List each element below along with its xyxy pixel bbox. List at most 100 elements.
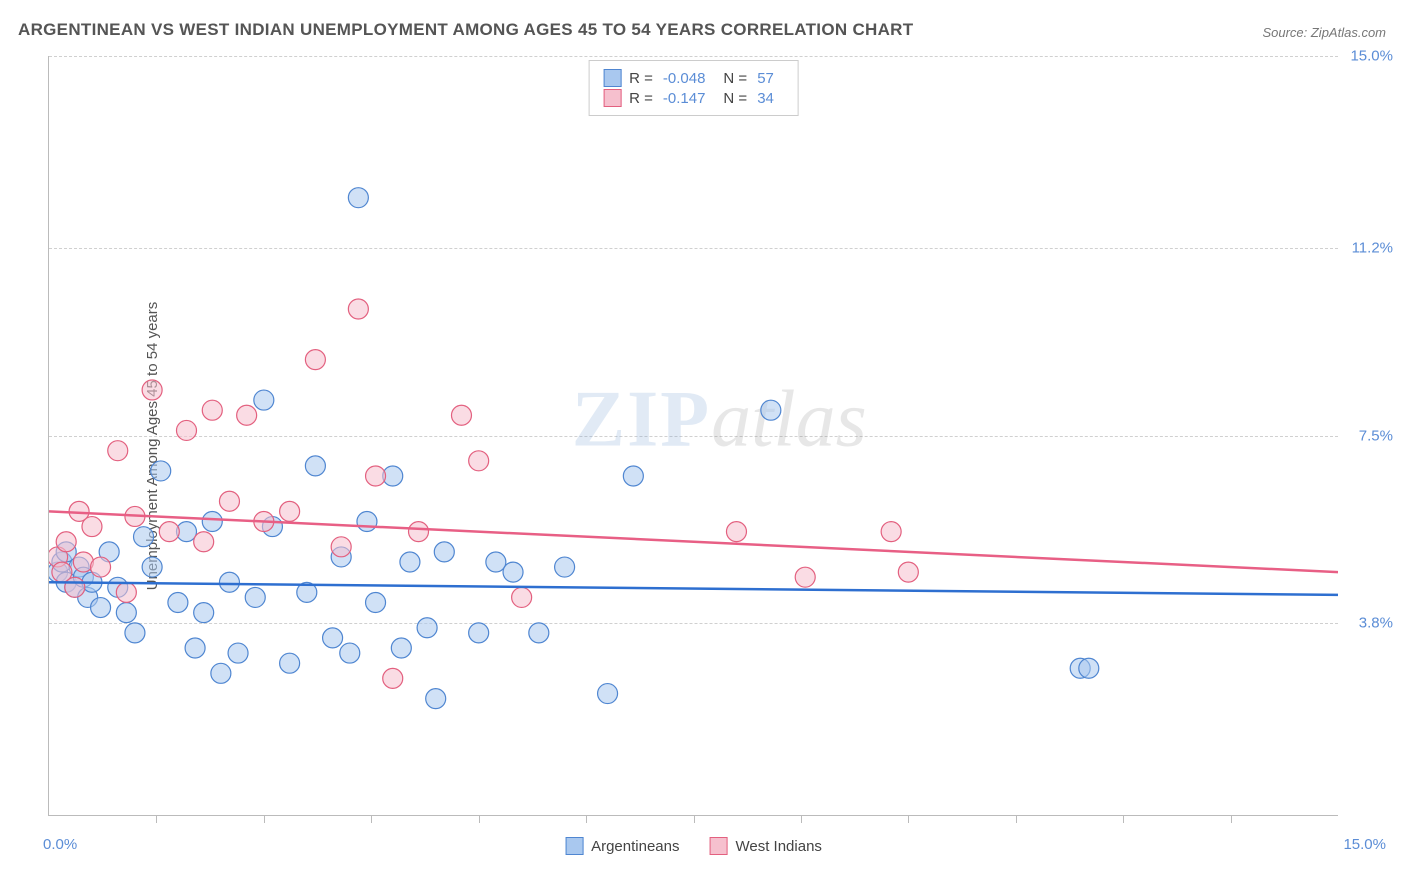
source-attribution: Source: ZipAtlas.com bbox=[1262, 25, 1386, 40]
data-point bbox=[529, 623, 549, 643]
data-point bbox=[237, 405, 257, 425]
legend-bottom: Argentineans West Indians bbox=[565, 837, 822, 855]
xtick bbox=[1016, 815, 1017, 823]
data-point bbox=[400, 552, 420, 572]
data-point bbox=[108, 441, 128, 461]
data-point bbox=[91, 557, 111, 577]
data-point bbox=[503, 562, 523, 582]
ytick-label: 15.0% bbox=[1350, 48, 1393, 65]
data-point bbox=[469, 451, 489, 471]
data-point bbox=[254, 390, 274, 410]
N-label-0: N = bbox=[723, 70, 747, 87]
xtick bbox=[479, 815, 480, 823]
legend-bottom-swatch-1 bbox=[709, 837, 727, 855]
data-point bbox=[357, 512, 377, 532]
data-point bbox=[1079, 658, 1099, 678]
legend-bottom-label-1: West Indians bbox=[735, 838, 821, 855]
data-point bbox=[194, 603, 214, 623]
data-point bbox=[305, 350, 325, 370]
data-point bbox=[134, 527, 154, 547]
data-point bbox=[761, 400, 781, 420]
ytick-label: 7.5% bbox=[1359, 427, 1393, 444]
legend-bottom-swatch-0 bbox=[565, 837, 583, 855]
legend-stats-box: R = -0.048 N = 57 R = -0.147 N = 34 bbox=[588, 60, 799, 116]
xtick bbox=[694, 815, 695, 823]
chart-container: ARGENTINEAN VS WEST INDIAN UNEMPLOYMENT … bbox=[0, 0, 1406, 892]
xtick bbox=[1123, 815, 1124, 823]
data-point bbox=[219, 572, 239, 592]
legend-bottom-label-0: Argentineans bbox=[591, 838, 679, 855]
xtick bbox=[371, 815, 372, 823]
data-point bbox=[159, 522, 179, 542]
trend-line bbox=[49, 582, 1338, 595]
trend-line bbox=[49, 511, 1338, 572]
data-point bbox=[340, 643, 360, 663]
data-point bbox=[125, 623, 145, 643]
ytick-label: 11.2% bbox=[1352, 240, 1393, 257]
x-axis-min-label: 0.0% bbox=[43, 836, 77, 853]
data-point bbox=[623, 466, 643, 486]
R-value-1: -0.147 bbox=[663, 90, 706, 107]
data-point bbox=[331, 537, 351, 557]
plot-area: ZIPatlas R = -0.048 N = 57 R = -0.147 N … bbox=[48, 56, 1338, 816]
legend-item-0: Argentineans bbox=[565, 837, 679, 855]
data-point bbox=[91, 598, 111, 618]
data-point bbox=[65, 577, 85, 597]
data-point bbox=[383, 668, 403, 688]
data-point bbox=[245, 587, 265, 607]
data-point bbox=[142, 557, 162, 577]
data-point bbox=[116, 603, 136, 623]
data-point bbox=[202, 400, 222, 420]
data-point bbox=[417, 618, 437, 638]
xtick bbox=[908, 815, 909, 823]
R-value-0: -0.048 bbox=[663, 70, 706, 87]
data-point bbox=[176, 420, 196, 440]
data-point bbox=[348, 188, 368, 208]
legend-swatch-0 bbox=[603, 69, 621, 87]
N-value-1: 34 bbox=[757, 90, 774, 107]
data-point bbox=[323, 628, 343, 648]
R-label-0: R = bbox=[629, 70, 653, 87]
legend-stat-row-0: R = -0.048 N = 57 bbox=[603, 69, 784, 87]
data-point bbox=[898, 562, 918, 582]
plot-svg bbox=[49, 56, 1338, 815]
data-point bbox=[409, 522, 429, 542]
data-point bbox=[366, 592, 386, 612]
data-point bbox=[228, 643, 248, 663]
data-point bbox=[185, 638, 205, 658]
data-point bbox=[194, 532, 214, 552]
data-point bbox=[366, 466, 386, 486]
data-point bbox=[151, 461, 171, 481]
data-point bbox=[512, 587, 532, 607]
data-point bbox=[555, 557, 575, 577]
ytick-label: 3.8% bbox=[1359, 614, 1393, 631]
data-point bbox=[598, 684, 618, 704]
data-point bbox=[881, 522, 901, 542]
legend-stat-row-1: R = -0.147 N = 34 bbox=[603, 89, 784, 107]
xtick bbox=[156, 815, 157, 823]
data-point bbox=[202, 512, 222, 532]
data-point bbox=[348, 299, 368, 319]
data-point bbox=[116, 582, 136, 602]
legend-item-1: West Indians bbox=[709, 837, 821, 855]
legend-swatch-1 bbox=[603, 89, 621, 107]
data-point bbox=[469, 623, 489, 643]
N-label-1: N = bbox=[723, 90, 747, 107]
data-point bbox=[795, 567, 815, 587]
data-point bbox=[305, 456, 325, 476]
data-point bbox=[168, 592, 188, 612]
data-point bbox=[280, 653, 300, 673]
data-point bbox=[280, 501, 300, 521]
data-point bbox=[426, 689, 446, 709]
chart-title: ARGENTINEAN VS WEST INDIAN UNEMPLOYMENT … bbox=[18, 20, 913, 40]
data-point bbox=[726, 522, 746, 542]
xtick bbox=[264, 815, 265, 823]
data-point bbox=[211, 663, 231, 683]
data-point bbox=[219, 491, 239, 511]
R-label-1: R = bbox=[629, 90, 653, 107]
data-point bbox=[434, 542, 454, 562]
x-axis-max-label: 15.0% bbox=[1343, 836, 1386, 853]
data-point bbox=[142, 380, 162, 400]
xtick bbox=[1231, 815, 1232, 823]
data-point bbox=[486, 552, 506, 572]
